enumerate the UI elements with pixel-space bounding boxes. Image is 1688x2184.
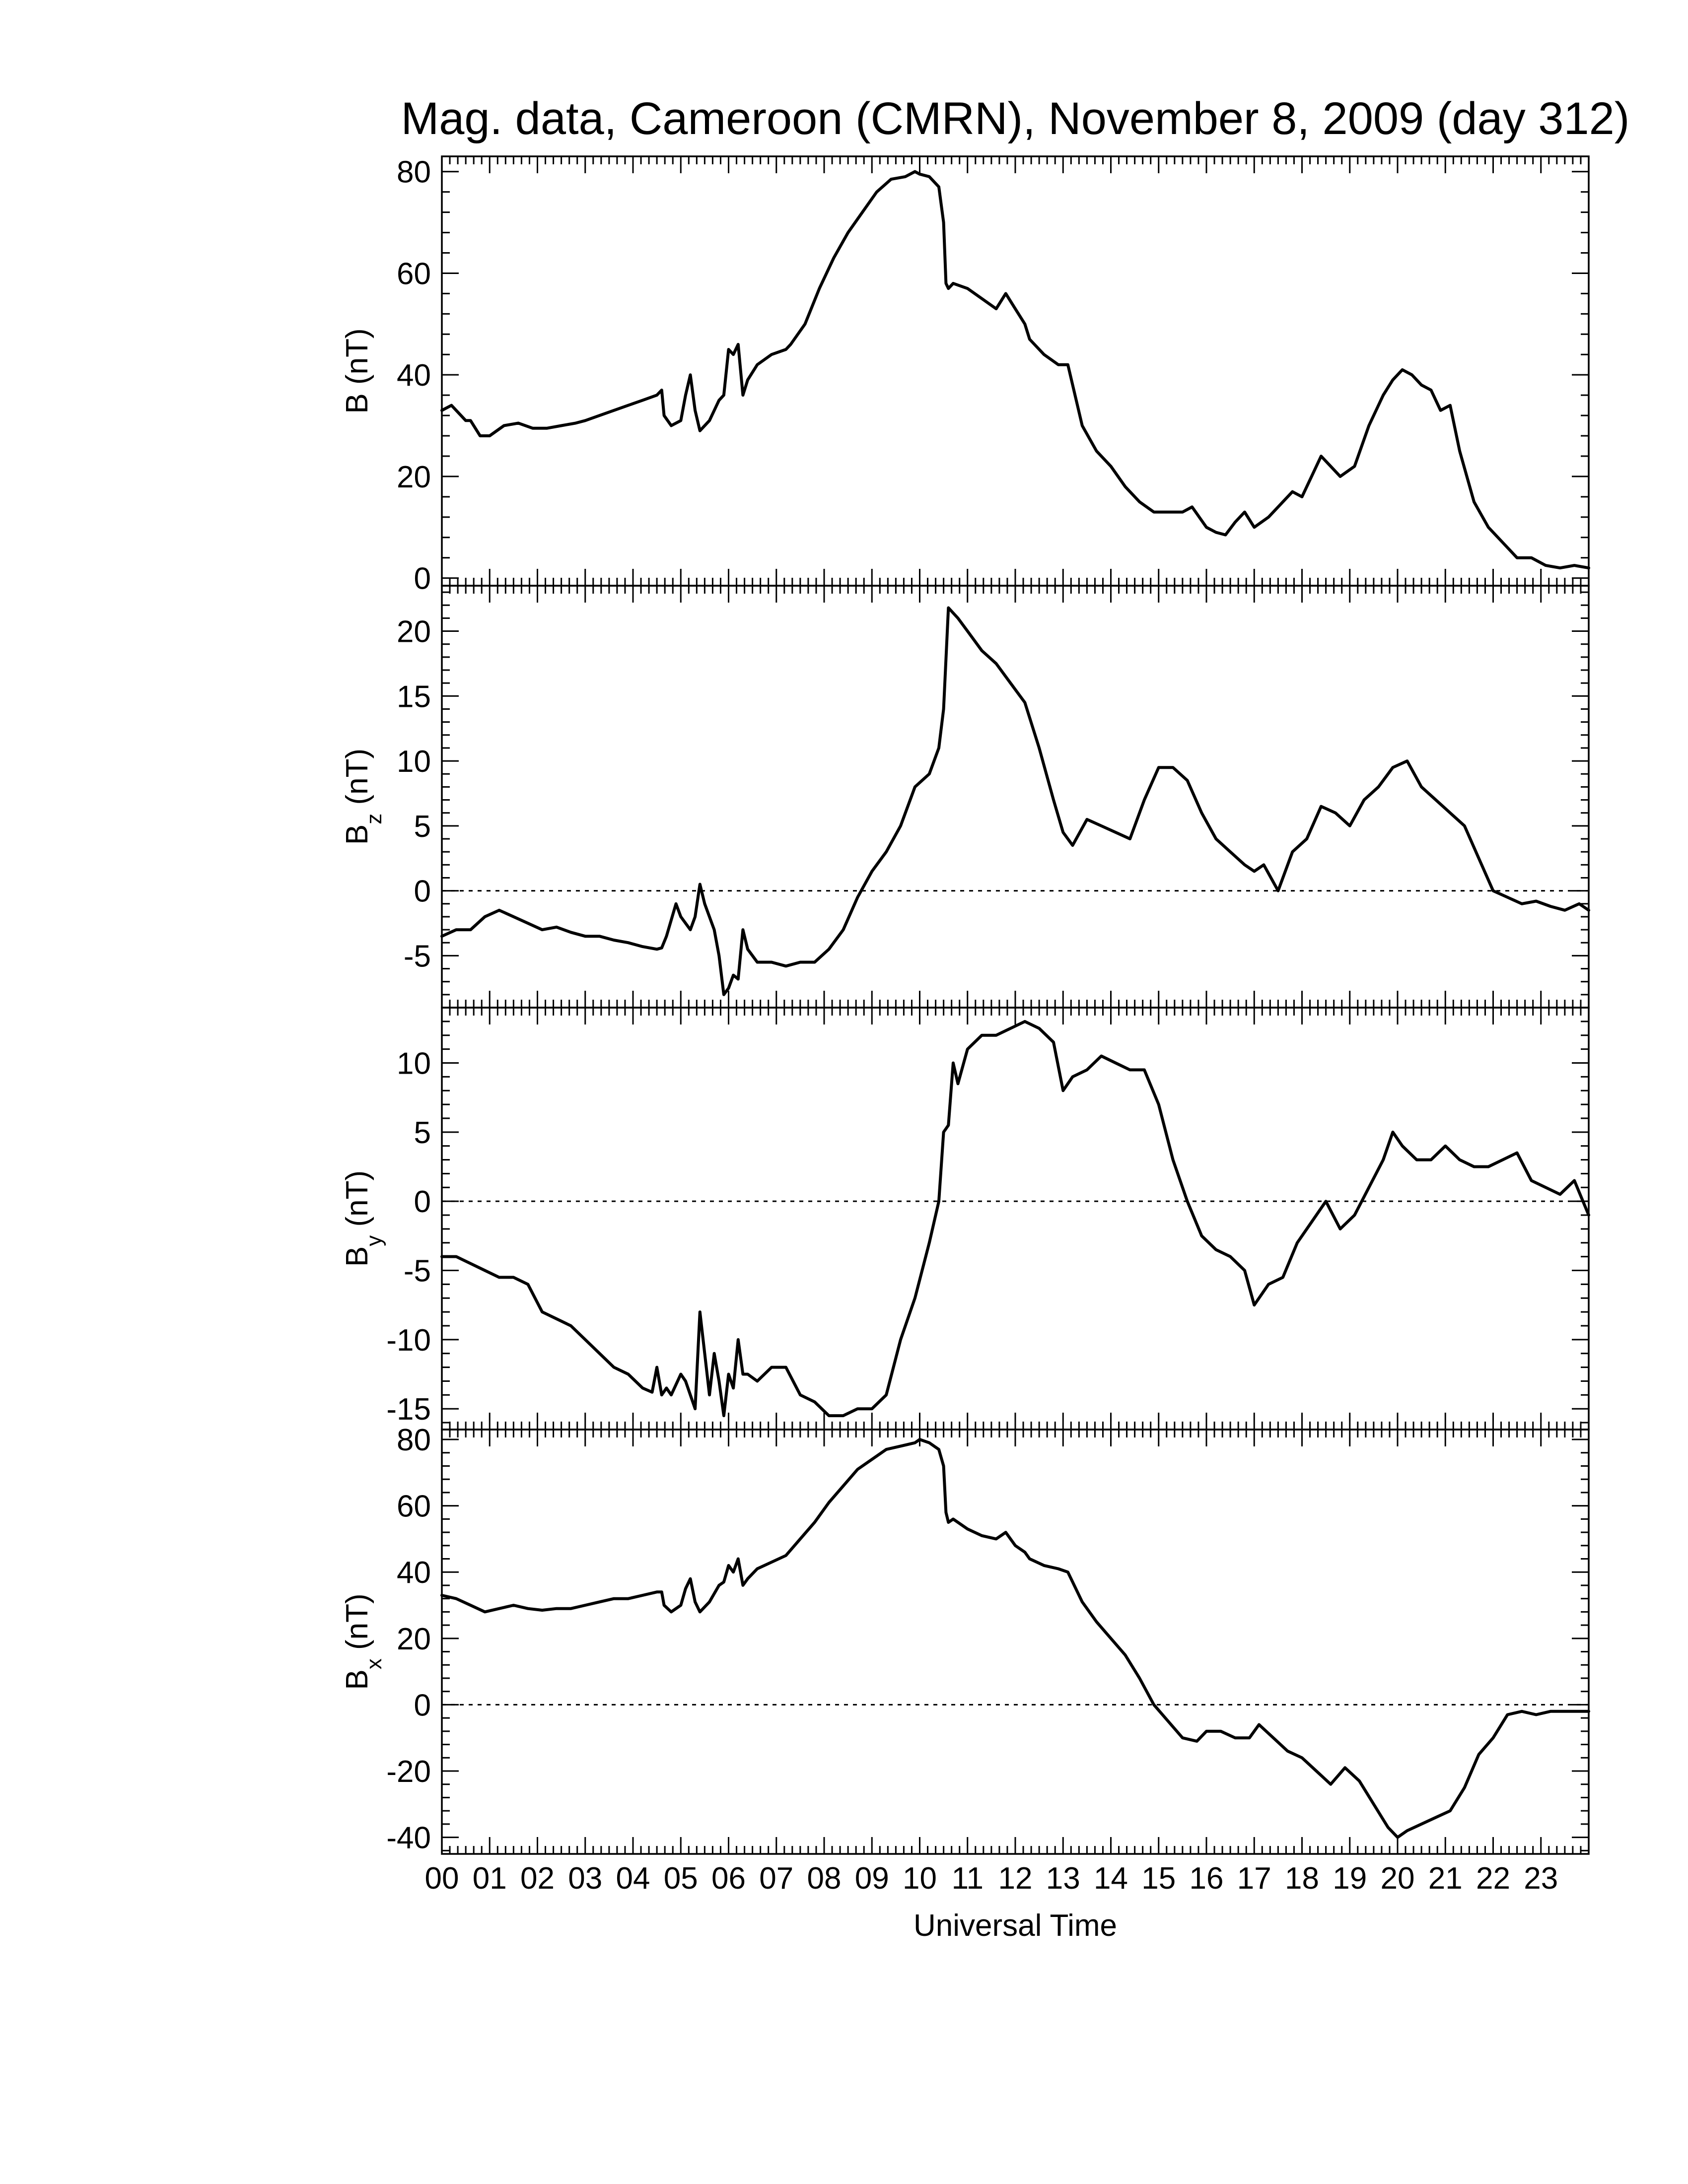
x-tick-label: 20 <box>1381 1861 1415 1896</box>
panel-3: -40 -20 0 20 40 60 80 Bx (nT) <box>340 1423 1590 1855</box>
panel-2: -15 -10 -5 0 5 10 By (nT) <box>340 1007 1590 1431</box>
x-tick-label: 10 <box>903 1861 937 1896</box>
y-tick-label: 80 <box>397 155 431 190</box>
y-axis-label-subscript: x <box>362 1658 386 1669</box>
y-axis-label-main: B <box>340 824 374 845</box>
x-tick-label: 03 <box>568 1861 602 1896</box>
y-tick-label: -10 <box>386 1323 431 1358</box>
y-axis-label-unit: (nT) <box>340 1593 374 1658</box>
y-tick-label: 40 <box>397 1556 431 1590</box>
x-tick-label: 13 <box>1046 1861 1080 1896</box>
x-tick-label: 16 <box>1190 1861 1224 1896</box>
y-axis-label-subscript: y <box>362 1235 386 1246</box>
x-tick-label: 17 <box>1237 1861 1271 1896</box>
panel-frame <box>441 1429 1590 1855</box>
y-tick-label: 40 <box>397 358 431 393</box>
x-tick-label: 22 <box>1476 1861 1510 1896</box>
y-axis-label: B (nT) <box>340 328 374 413</box>
x-tick-label: 21 <box>1428 1861 1463 1896</box>
x-tick-label: 01 <box>473 1861 507 1896</box>
x-tick-label: 14 <box>1094 1861 1128 1896</box>
y-tick-label: 5 <box>414 1116 431 1150</box>
series-line-3-0 <box>440 1438 1590 1839</box>
y-tick-label: -20 <box>386 1755 431 1789</box>
y-tick-label: 5 <box>414 810 431 844</box>
series-line-1-0 <box>440 606 1590 996</box>
y-tick-label: -5 <box>404 939 431 973</box>
y-tick-label: -15 <box>386 1392 431 1427</box>
series-line-2-0 <box>440 1020 1590 1418</box>
x-tick-label: 07 <box>759 1861 793 1896</box>
x-tick-label: 18 <box>1285 1861 1319 1896</box>
x-tick-label: 09 <box>855 1861 889 1896</box>
y-axis-label-main: B <box>340 393 374 413</box>
y-tick-label: 0 <box>414 1185 431 1219</box>
panel-frame <box>441 155 1590 587</box>
y-axis-label: By (nT) <box>340 1170 386 1267</box>
y-axis-label: Bz (nT) <box>340 749 386 845</box>
y-axis-label-unit: (nT) <box>340 749 374 814</box>
y-axis-label-main: B <box>340 1246 374 1267</box>
y-tick-label: 20 <box>397 1622 431 1656</box>
y-tick-label: -40 <box>386 1821 431 1855</box>
x-tick-label: 12 <box>998 1861 1033 1896</box>
panel-frame <box>441 585 1590 1009</box>
y-tick-label: 15 <box>397 680 431 714</box>
x-tick-label: 15 <box>1141 1861 1176 1896</box>
y-axis-label: Bx (nT) <box>340 1593 386 1690</box>
y-axis-label-subscript: z <box>362 814 386 824</box>
y-tick-label: 20 <box>397 615 431 649</box>
y-axis-label-main: B <box>340 1669 374 1690</box>
y-tick-label: 80 <box>397 1423 431 1457</box>
panel-1: -5 0 5 10 15 20 Bz (nT) <box>340 585 1590 1009</box>
x-axis-tick-labels: 00 01 02 03 04 05 06 07 08 09 10 11 12 13 14 15 16 17 18 19… <box>425 1861 1558 1896</box>
x-tick-label: 04 <box>616 1861 650 1896</box>
panels-group: 0 20 40 60 80 B (nT) -5 0 5 10 15 20 Bz (nT) -15 -10 -5… <box>340 155 1590 1855</box>
x-tick-label: 19 <box>1333 1861 1367 1896</box>
y-tick-label: 60 <box>397 1490 431 1524</box>
y-tick-label: 0 <box>414 875 431 909</box>
panel-0: 0 20 40 60 80 B (nT) <box>340 155 1590 596</box>
x-tick-label: 00 <box>425 1861 459 1896</box>
chart-title: Mag. data, Cameroon (CMRN), November 8, … <box>401 93 1630 144</box>
y-tick-label: 0 <box>414 562 431 596</box>
x-tick-label: 23 <box>1524 1861 1558 1896</box>
x-tick-label: 05 <box>664 1861 698 1896</box>
x-tick-label: 06 <box>711 1861 746 1896</box>
y-tick-label: 10 <box>397 745 431 779</box>
x-tick-label: 11 <box>952 1861 984 1896</box>
y-tick-label: -5 <box>404 1254 431 1289</box>
y-axis-label-unit: (nT) <box>340 1170 374 1235</box>
y-tick-label: 60 <box>397 257 431 291</box>
x-axis-title: Universal Time <box>914 1909 1117 1943</box>
y-tick-label: 0 <box>414 1688 431 1722</box>
x-tick-label: 02 <box>520 1861 555 1896</box>
y-tick-label: 10 <box>397 1046 431 1081</box>
series-line-0-0 <box>440 170 1590 570</box>
y-axis-label-unit: (nT) <box>340 328 374 393</box>
y-tick-label: 20 <box>397 460 431 494</box>
x-tick-label: 08 <box>807 1861 842 1896</box>
